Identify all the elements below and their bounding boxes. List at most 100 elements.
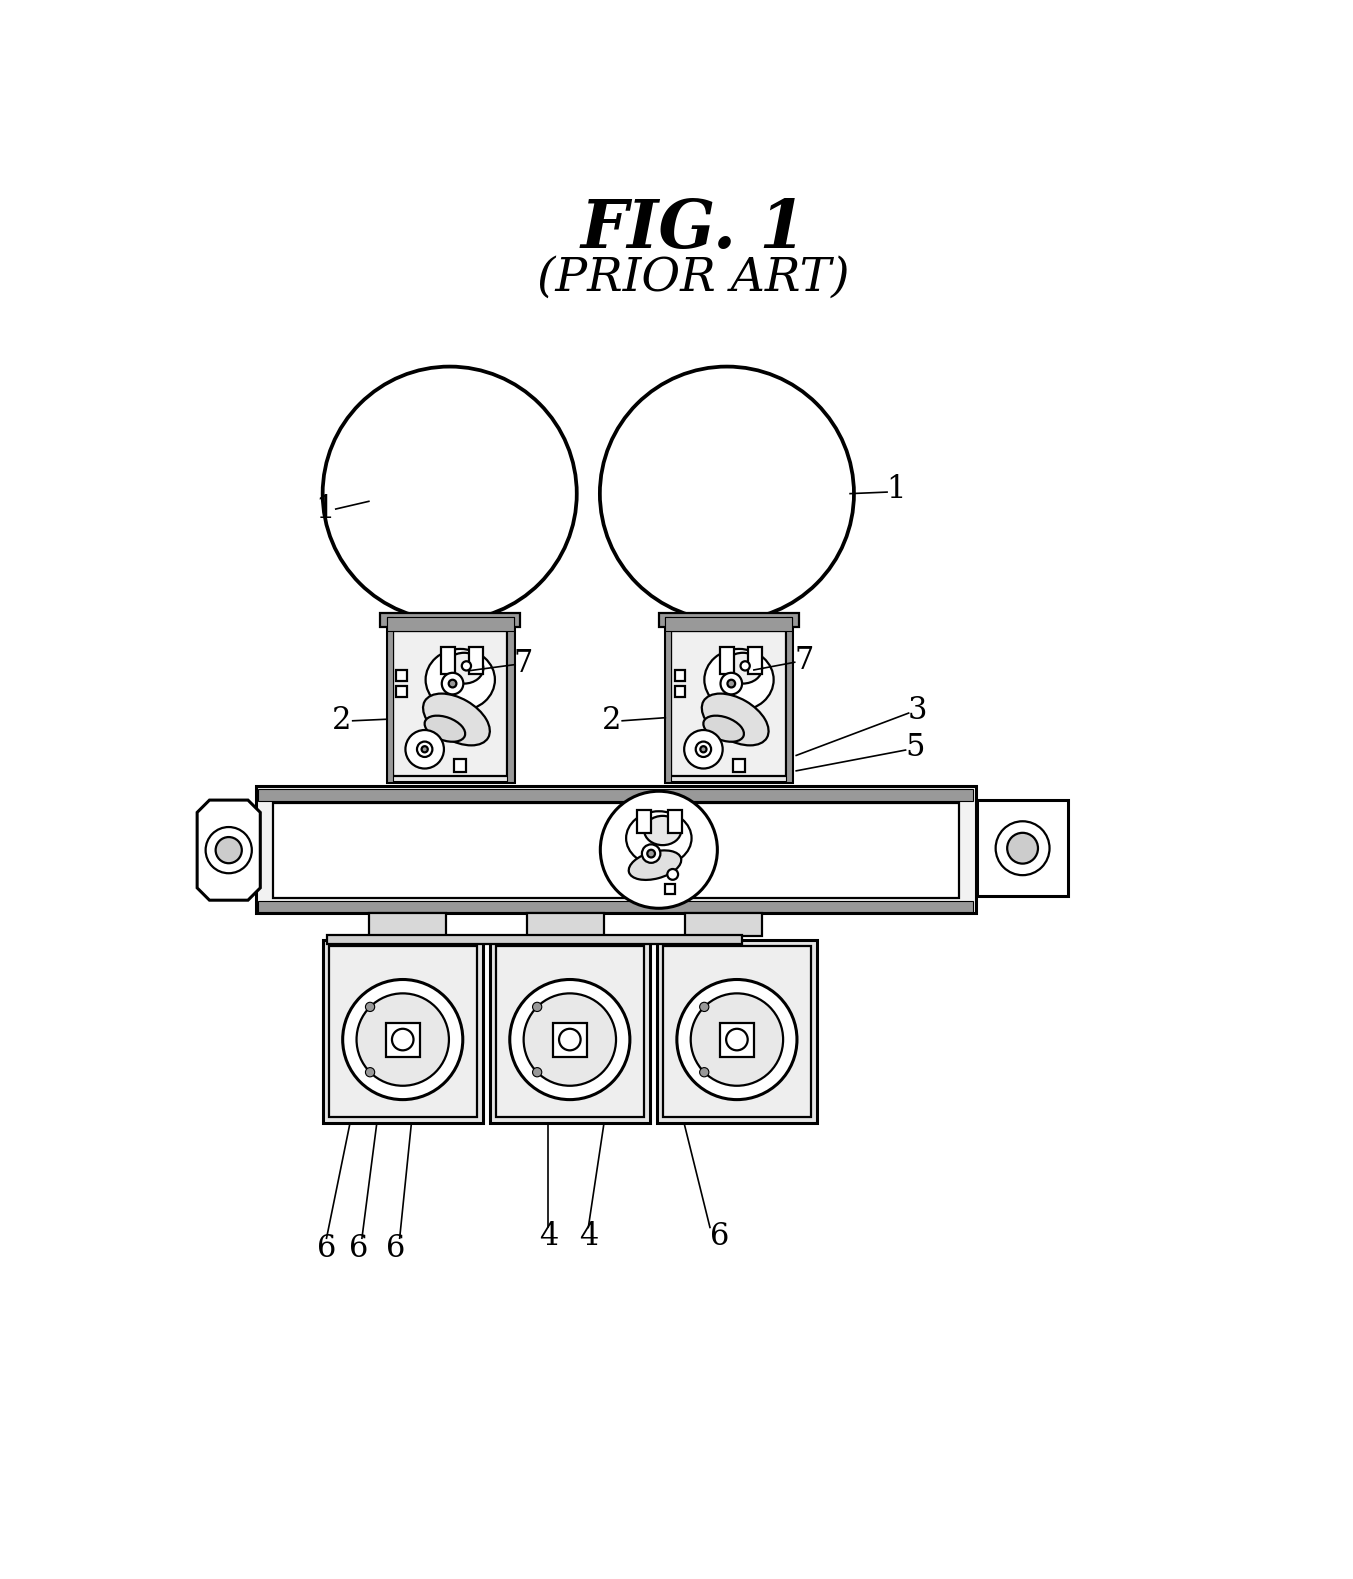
Bar [369, 913, 446, 936]
Bar [675, 685, 686, 696]
Text: 7: 7 [794, 646, 813, 676]
Text: 2: 2 [602, 706, 621, 736]
Circle shape [533, 1067, 541, 1077]
Circle shape [599, 366, 854, 621]
Bar [733, 759, 746, 772]
Bar [469, 647, 483, 674]
Circle shape [740, 662, 750, 671]
Circle shape [449, 679, 456, 687]
Circle shape [691, 993, 783, 1086]
Bar [258, 902, 973, 911]
Circle shape [695, 742, 712, 756]
Ellipse shape [724, 652, 762, 684]
Bar [396, 671, 407, 681]
Circle shape [700, 1067, 709, 1077]
Circle shape [676, 979, 797, 1099]
Bar [666, 617, 793, 630]
Bar [720, 647, 733, 674]
Circle shape [996, 821, 1050, 875]
Bar [387, 617, 392, 782]
Ellipse shape [705, 649, 774, 711]
Bar [507, 617, 514, 782]
Bar [659, 613, 798, 627]
Bar [786, 617, 793, 782]
Circle shape [365, 1003, 375, 1012]
Bar [396, 685, 407, 696]
Circle shape [647, 850, 655, 857]
Circle shape [533, 1003, 541, 1012]
Circle shape [559, 1030, 580, 1050]
Text: 4: 4 [538, 1221, 557, 1252]
Bar [637, 810, 651, 832]
Ellipse shape [702, 693, 769, 745]
Circle shape [641, 845, 660, 862]
Bar [663, 946, 810, 1118]
Bar [441, 647, 455, 674]
Polygon shape [198, 801, 260, 900]
Circle shape [406, 729, 444, 769]
Circle shape [601, 791, 717, 908]
Bar [326, 935, 743, 944]
Bar [387, 617, 514, 630]
Bar [664, 884, 675, 894]
Circle shape [322, 366, 576, 621]
Circle shape [357, 993, 449, 1086]
Bar [256, 786, 976, 913]
Ellipse shape [644, 816, 681, 845]
Bar [392, 630, 507, 777]
Circle shape [442, 673, 463, 695]
Bar [526, 913, 603, 936]
Bar [666, 617, 793, 782]
Bar [272, 804, 959, 898]
Bar [322, 940, 483, 1124]
Ellipse shape [629, 851, 682, 880]
Circle shape [510, 979, 630, 1099]
Bar [329, 946, 476, 1118]
Text: 7: 7 [513, 647, 533, 679]
Bar [656, 940, 817, 1124]
Ellipse shape [445, 652, 483, 684]
Bar [685, 913, 762, 936]
Circle shape [392, 1030, 414, 1050]
Bar [380, 613, 520, 627]
Bar [671, 630, 786, 777]
Circle shape [342, 979, 463, 1099]
Circle shape [365, 1067, 375, 1077]
Circle shape [417, 742, 433, 756]
Circle shape [685, 729, 723, 769]
Bar [668, 810, 682, 832]
Bar [675, 671, 686, 681]
Bar [455, 759, 467, 772]
Text: (PRIOR ART): (PRIOR ART) [537, 256, 850, 300]
Circle shape [700, 1003, 709, 1012]
Text: 1: 1 [886, 474, 907, 505]
Ellipse shape [425, 715, 465, 742]
Bar [497, 946, 644, 1118]
Circle shape [667, 868, 678, 880]
Circle shape [1007, 832, 1038, 864]
Text: 1: 1 [315, 494, 334, 524]
Bar [387, 617, 514, 782]
Circle shape [524, 993, 616, 1086]
Circle shape [727, 1030, 748, 1050]
Bar [977, 801, 1068, 897]
Circle shape [701, 747, 706, 752]
Bar [386, 1023, 419, 1056]
Circle shape [721, 673, 741, 695]
Ellipse shape [426, 649, 495, 711]
Circle shape [215, 837, 242, 864]
Bar [748, 647, 762, 674]
Bar [666, 617, 671, 782]
Bar [258, 788, 973, 801]
Text: FIG. 1: FIG. 1 [580, 197, 806, 262]
Text: 5: 5 [905, 733, 925, 763]
Bar [553, 1023, 587, 1056]
Circle shape [461, 662, 471, 671]
Text: 6: 6 [317, 1233, 336, 1263]
Circle shape [422, 747, 428, 752]
Text: 2: 2 [331, 706, 352, 736]
Bar [720, 1023, 754, 1056]
Ellipse shape [626, 812, 691, 865]
Text: 6: 6 [386, 1233, 406, 1263]
Circle shape [728, 679, 735, 687]
